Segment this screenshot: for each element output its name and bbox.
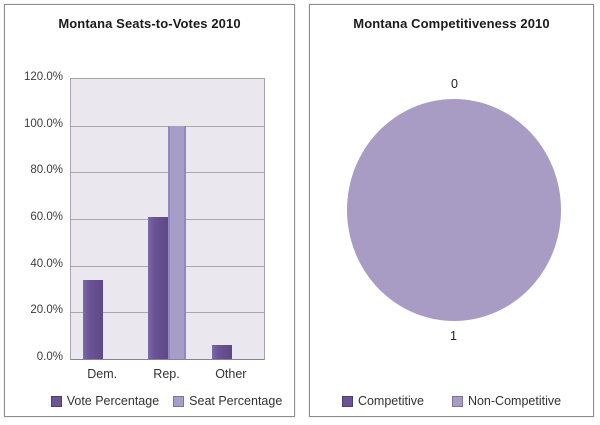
- legend-label: Non-Competitive: [467, 394, 562, 408]
- bar-chart-legend: Vote Percentage Seat Percentage: [50, 394, 282, 408]
- y-axis-tick-label: 120.0%: [23, 71, 63, 83]
- bar-vote-percentage-rep: [147, 216, 168, 359]
- bar-seat-percentage-rep: [167, 125, 186, 359]
- x-axis-category-label: Other: [215, 367, 247, 381]
- y-axis-tick-label: 20.0%: [30, 304, 63, 317]
- pie-chart-legend: Competitive Non-Competitive: [310, 394, 593, 408]
- competitiveness-chart-panel: Montana Competitiveness 2010 0 1 Competi…: [309, 4, 594, 417]
- x-axis: Dem. Rep. Other: [70, 367, 263, 385]
- legend-item-competitive: Competitive: [341, 394, 424, 408]
- legend-item-vote-percentage: Vote Percentage: [50, 394, 160, 408]
- y-axis-tick-label: 40.0%: [30, 257, 63, 270]
- bar-chart-plot-area: [70, 78, 265, 360]
- legend-label: Seat Percentage: [189, 394, 283, 408]
- pie-chart-title: Montana Competitiveness 2010: [353, 16, 550, 31]
- y-axis-tick-label: 80.0%: [30, 164, 63, 177]
- legend-item-non-competitive: Non-Competitive: [451, 394, 562, 408]
- x-axis-category-label: Dem.: [87, 367, 118, 381]
- bar-chart-title: Montana Seats-to-Votes 2010: [58, 16, 241, 31]
- y-axis-tick-label: 0.0%: [36, 351, 63, 363]
- legend-swatch: [341, 395, 353, 407]
- legend-swatch: [50, 395, 62, 407]
- y-axis-tick-label: 60.0%: [30, 211, 63, 223]
- bar-vote-percentage-other: [211, 345, 232, 359]
- legend-label: Vote Percentage: [66, 394, 160, 408]
- y-axis: 120.0% 100.0% 80.0% 60.0% 40.0% 20.0% 0.0%: [5, 71, 63, 363]
- pie-chart: [347, 99, 561, 321]
- pie-data-label-non-competitive: 1: [450, 329, 457, 343]
- legend-swatch: [173, 395, 185, 407]
- y-axis-tick-label: 100.0%: [23, 117, 63, 130]
- legend-label: Competitive: [357, 394, 424, 408]
- seats-to-votes-chart-panel: Montana Seats-to-Votes 2010 120.0% 100.0%…: [4, 4, 295, 417]
- legend-swatch: [451, 395, 463, 407]
- x-axis-category-label: Rep.: [153, 367, 180, 381]
- legend-item-seat-percentage: Seat Percentage: [173, 394, 282, 408]
- bar-vote-percentage-dem: [83, 279, 104, 359]
- pie-data-label-competitive: 0: [451, 77, 458, 91]
